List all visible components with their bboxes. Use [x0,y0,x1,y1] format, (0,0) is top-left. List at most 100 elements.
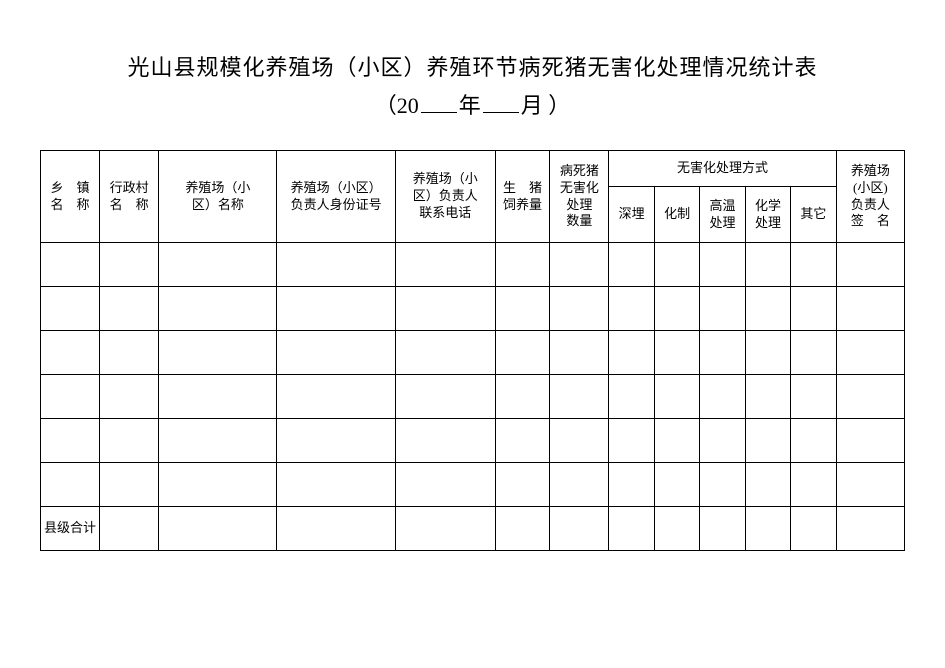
table-cell [495,507,550,551]
table-cell [654,463,699,507]
col-farm-owner-id: 养殖场（小区）负责人身份证号 [277,151,395,243]
table-cell [159,331,277,375]
table-cell [395,331,495,375]
table-cell [654,419,699,463]
table-cell [550,375,609,419]
table-cell [745,287,790,331]
table-cell [100,507,159,551]
table-cell [395,507,495,551]
table-cell [41,287,100,331]
table-cell [395,287,495,331]
col-disposal-process: 化制 [654,187,699,243]
table-cell [745,243,790,287]
table-cell [550,243,609,287]
col-disposal-method-group: 无害化处理方式 [609,151,836,187]
title-line2: （20年月 ） [40,88,905,120]
table-row [41,463,905,507]
table-cell [791,463,836,507]
table-cell [41,375,100,419]
col-farm-owner-sign: 养殖场(小区)负责人签 名 [836,151,904,243]
table-cell [100,375,159,419]
table-cell [791,507,836,551]
table-cell [277,463,395,507]
title-area: 光山县规模化养殖场（小区）养殖环节病死猪无害化处理情况统计表 （20年月 ） [40,50,905,120]
table-cell [41,463,100,507]
table-cell [495,419,550,463]
table-cell [745,419,790,463]
table-cell [495,243,550,287]
main-table: 乡 镇名 称 行政村名 称 养殖场（小区）名称 养殖场（小区）负责人身份证号 养… [40,150,905,551]
table-cell [791,287,836,331]
title-line1: 光山县规模化养殖场（小区）养殖环节病死猪无害化处理情况统计表 [40,50,905,82]
col-pig-count: 生 猪饲养量 [495,151,550,243]
table-cell [277,331,395,375]
table-cell [654,507,699,551]
table-cell [277,419,395,463]
table-cell [700,375,745,419]
table-cell [550,419,609,463]
table-cell [100,463,159,507]
table-cell [495,375,550,419]
table-row [41,419,905,463]
col-disposal-other: 其它 [791,187,836,243]
table-cell [791,243,836,287]
table-cell [609,419,654,463]
table-cell [100,287,159,331]
table-header: 乡 镇名 称 行政村名 称 养殖场（小区）名称 养殖场（小区）负责人身份证号 养… [41,151,905,243]
table-cell [495,287,550,331]
year-blank [421,91,457,113]
table-cell [41,419,100,463]
col-disposal-heat: 高温处理 [700,187,745,243]
table-cell [609,507,654,551]
table-body: 县级合计 [41,243,905,551]
table-cell [550,463,609,507]
col-farm-name: 养殖场（小区）名称 [159,151,277,243]
table-cell [836,419,904,463]
table-cell [791,331,836,375]
table-cell [395,419,495,463]
table-cell [836,243,904,287]
title-prefix: （20 [375,93,419,118]
table-cell [609,243,654,287]
table-cell [745,331,790,375]
table-cell [495,463,550,507]
table-cell [609,287,654,331]
table-cell [700,287,745,331]
table-cell [609,375,654,419]
col-village: 行政村名 称 [100,151,159,243]
month-label: 月 ） [521,93,571,118]
table-cell [745,507,790,551]
table-cell [159,375,277,419]
table-cell [159,243,277,287]
table-cell [700,243,745,287]
table-row [41,331,905,375]
table-cell [836,375,904,419]
table-cell [159,463,277,507]
table-cell [395,243,495,287]
col-disposal-chemical: 化学处理 [745,187,790,243]
table-cell [277,243,395,287]
table-row [41,287,905,331]
table-cell [550,331,609,375]
table-cell [836,507,904,551]
month-blank [483,91,519,113]
table-row [41,243,905,287]
table-cell [745,463,790,507]
table-cell [836,463,904,507]
table-cell [700,331,745,375]
table-cell [654,331,699,375]
table-cell [100,419,159,463]
table-cell [791,419,836,463]
table-row [41,375,905,419]
table-cell [159,287,277,331]
table-cell [277,375,395,419]
col-dead-pig-disposal-count: 病死猪无害化处理数量 [550,151,609,243]
footer-label: 县级合计 [41,507,100,551]
table-cell [836,331,904,375]
table-cell [550,507,609,551]
table-cell [654,375,699,419]
table-cell [550,287,609,331]
table-cell [100,331,159,375]
table-cell [277,287,395,331]
table-cell [836,287,904,331]
